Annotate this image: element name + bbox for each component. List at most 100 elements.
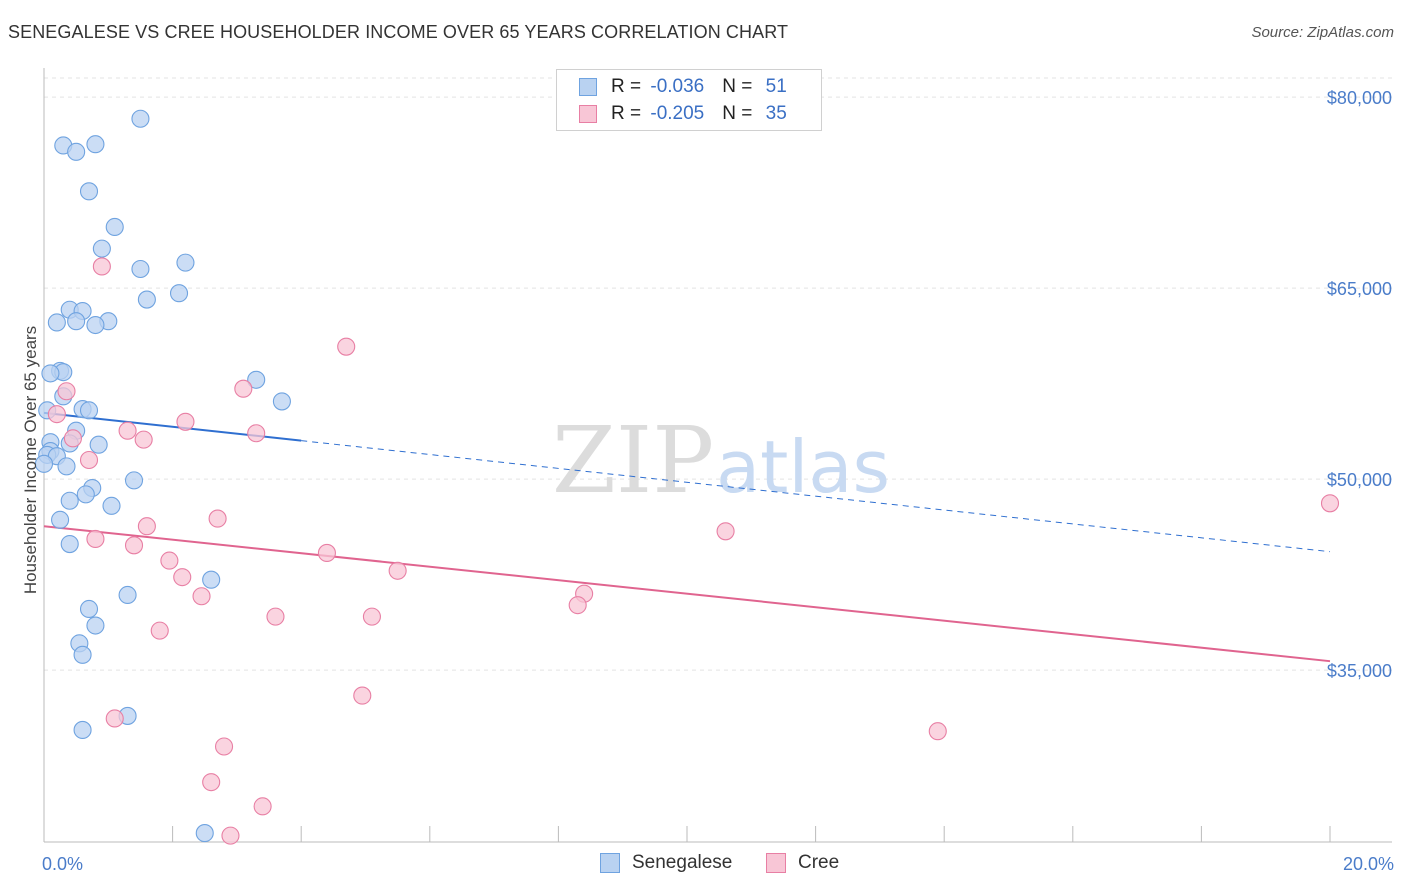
senegalese-point — [86, 616, 105, 635]
legend-swatch-pink — [579, 105, 597, 123]
legend-n-value: 35 — [765, 103, 787, 124]
chart-title: SENEGALESE VS CREE HOUSEHOLDER INCOME OV… — [8, 22, 789, 42]
senegalese-point — [118, 585, 137, 605]
legend-r-label: R = — [611, 76, 647, 97]
cree-point — [353, 686, 372, 705]
senegalese-point — [102, 496, 121, 515]
cree-swatch — [766, 853, 786, 873]
cree-point — [388, 561, 407, 580]
x-tick-label: 20.0% — [1343, 854, 1394, 874]
cree-point — [253, 797, 272, 816]
cree-point — [47, 405, 66, 424]
cree-point — [105, 709, 124, 728]
senegalese-point — [51, 510, 70, 529]
senegalese-point — [73, 720, 92, 739]
senegalese-point — [79, 182, 99, 201]
cree-point — [266, 607, 285, 626]
cree-point — [317, 543, 336, 563]
cree-point — [86, 529, 105, 548]
cree-point — [568, 596, 587, 615]
series-legend-senegalese[interactable]: Senegalese — [600, 852, 732, 874]
cree-point — [337, 337, 356, 356]
legend-row-senegalese: R = -0.036 N = 51 — [557, 74, 787, 100]
legend-n-label: N = — [722, 103, 758, 124]
series-legend: Senegalese Cree — [0, 852, 1406, 878]
senegalese-point — [86, 315, 105, 335]
senegalese-point — [86, 135, 105, 154]
senegalese-point — [202, 570, 221, 589]
senegalese-label: Senegalese — [632, 852, 733, 873]
senegalese-point — [131, 109, 150, 128]
cree-point — [134, 430, 153, 449]
senegalese-point — [76, 485, 95, 504]
label-layer: $35,000 $50,000 $65,000 $80,000 0.0% 20.0% Hou… — [21, 88, 1394, 874]
y-tick-label: $65,000 — [1327, 279, 1392, 299]
cree-point — [92, 257, 111, 276]
legend-row-cree: R = -0.205 N = 35 — [557, 101, 787, 127]
senegalese-point — [79, 599, 99, 619]
x-tick-label: 0.0% — [42, 854, 83, 874]
cree-point — [1320, 494, 1340, 513]
cree-point — [57, 382, 76, 401]
senegalese-point — [272, 392, 291, 411]
senegalese-point — [247, 370, 266, 389]
cree-point — [173, 568, 192, 587]
y-tick-label: $80,000 — [1327, 88, 1392, 108]
senegalese-point — [89, 435, 108, 454]
senegalese-point — [47, 313, 66, 332]
cree-point — [208, 509, 227, 528]
y-tick-label: $50,000 — [1327, 470, 1392, 490]
senegalese-point — [67, 142, 86, 161]
senegalese-point — [176, 253, 195, 272]
senegalese-point — [137, 290, 156, 309]
y-tick-label: $35,000 — [1327, 661, 1392, 681]
watermark: ZIP atlas — [552, 407, 890, 514]
senegalese-point — [79, 401, 99, 420]
senegalese-point — [105, 217, 124, 237]
senegalese-point — [34, 454, 54, 473]
senegalese-point — [60, 534, 79, 554]
cree-point — [150, 621, 169, 640]
legend-swatch-blue — [579, 78, 597, 96]
y-axis-label: Householder Income Over 65 years — [21, 326, 40, 594]
senegalese-swatch — [600, 853, 620, 873]
cree-point — [118, 421, 137, 440]
cree-label: Cree — [798, 852, 840, 873]
senegalese-point — [124, 471, 144, 490]
legend-n-value: 51 — [765, 76, 787, 97]
cree-point — [160, 551, 179, 570]
watermark-atlas: atlas — [716, 425, 890, 509]
cree-trendline — [43, 525, 1331, 663]
legend-n-label: N = — [722, 76, 758, 97]
legend-r-label: R = — [611, 103, 647, 124]
cree-point — [79, 450, 99, 470]
grid-layer — [44, 77, 1392, 671]
senegalese-trendline-extension — [301, 440, 1331, 553]
cree-point — [234, 379, 253, 398]
cree-point — [221, 826, 240, 845]
senegalese-point — [60, 491, 79, 510]
cree-point — [137, 517, 156, 536]
senegalese-point — [92, 239, 111, 258]
series-legend-cree[interactable]: Cree — [766, 852, 839, 874]
senegalese-point — [41, 364, 60, 383]
cree-point — [928, 722, 947, 741]
senegalese-point — [67, 312, 86, 331]
senegalese-point — [57, 457, 76, 476]
cree-point — [214, 737, 234, 756]
cree-point — [247, 424, 266, 443]
cree-point — [124, 536, 144, 555]
cree-point — [176, 412, 195, 431]
source-label: Source: ZipAtlas.com — [1251, 24, 1394, 41]
legend-r-value: -0.205 — [650, 103, 705, 124]
senegalese-point — [131, 259, 150, 279]
cree-point — [716, 522, 735, 541]
cree-point — [63, 429, 82, 448]
points-layer — [34, 109, 1340, 845]
watermark-zip: ZIP — [552, 407, 714, 514]
cree-point — [362, 607, 381, 626]
cree-point — [202, 773, 221, 792]
senegalese-point — [169, 284, 189, 303]
legend-r-value: -0.036 — [650, 76, 705, 97]
